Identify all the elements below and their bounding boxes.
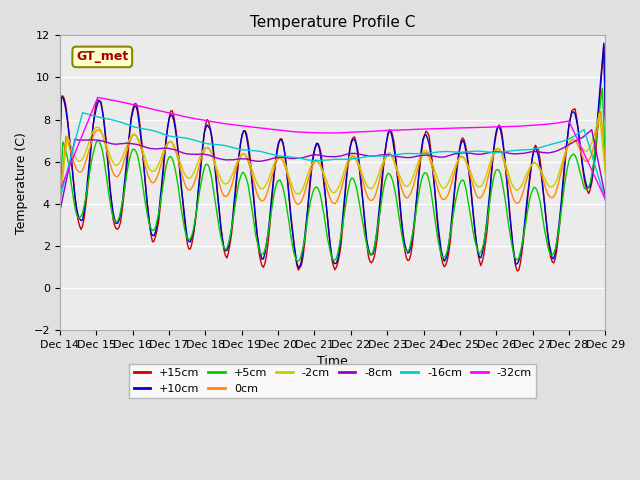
Legend: +15cm, +10cm, +5cm, 0cm, -2cm, -8cm, -16cm, -32cm: +15cm, +10cm, +5cm, 0cm, -2cm, -8cm, -16… (129, 364, 536, 398)
Title: Temperature Profile C: Temperature Profile C (250, 15, 415, 30)
X-axis label: Time: Time (317, 355, 348, 369)
Y-axis label: Temperature (C): Temperature (C) (15, 132, 28, 234)
Text: GT_met: GT_met (76, 50, 129, 63)
